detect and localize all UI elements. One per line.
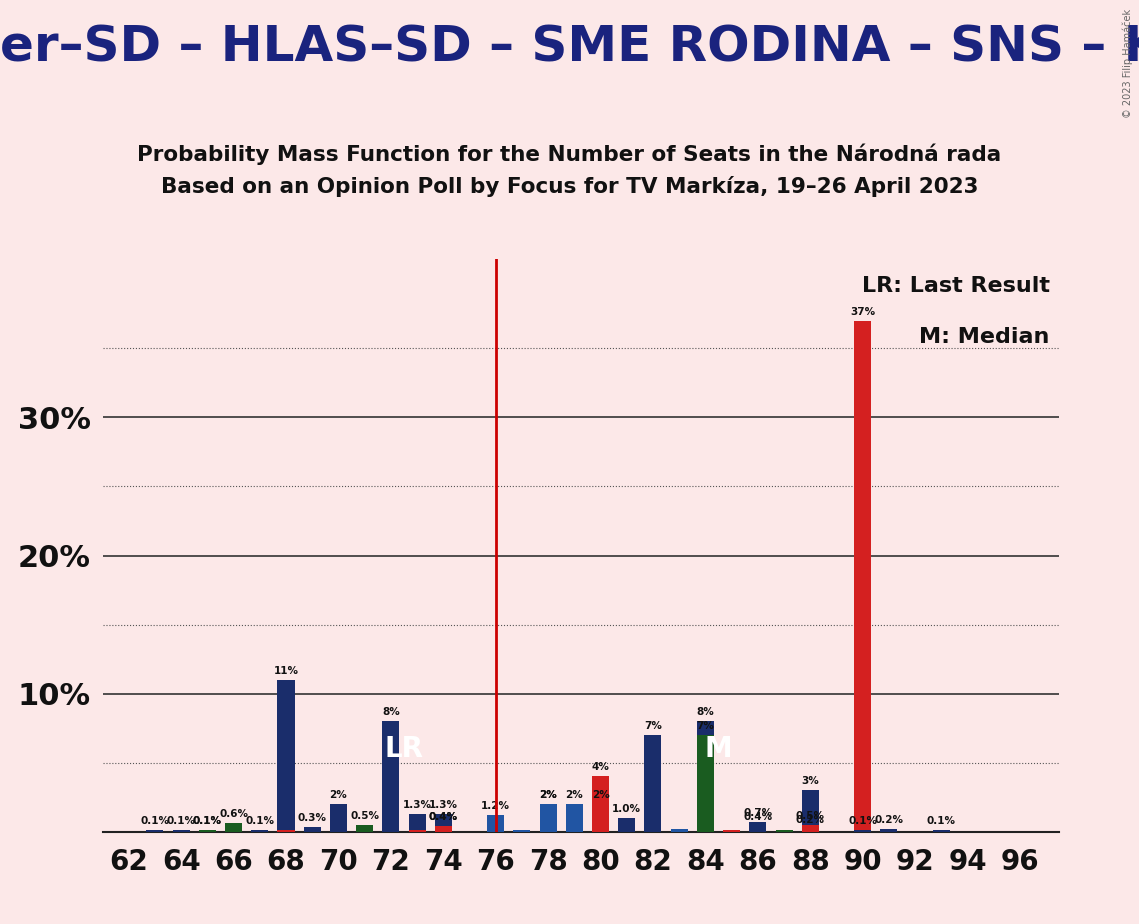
Bar bbox=[697, 735, 714, 832]
Bar bbox=[147, 831, 164, 832]
Text: 0.1%: 0.1% bbox=[927, 816, 956, 826]
Bar bbox=[383, 721, 400, 832]
Bar bbox=[357, 825, 374, 832]
Text: 2%: 2% bbox=[591, 790, 609, 800]
Text: 0.1%: 0.1% bbox=[849, 816, 877, 826]
Text: 7%: 7% bbox=[644, 721, 662, 731]
Text: 3%: 3% bbox=[802, 776, 819, 786]
Text: 0.1%: 0.1% bbox=[245, 816, 274, 826]
Text: 1.2%: 1.2% bbox=[481, 801, 510, 811]
Text: er–SD – HLAS–SD – SME RODINA – SNS – Kotleba–ĽŠ: er–SD – HLAS–SD – SME RODINA – SNS – Kot… bbox=[0, 23, 1139, 71]
Text: 0.1%: 0.1% bbox=[166, 816, 196, 826]
Bar bbox=[409, 814, 426, 832]
Text: 11%: 11% bbox=[273, 665, 298, 675]
Bar bbox=[933, 831, 950, 832]
Text: 37%: 37% bbox=[850, 307, 875, 317]
Bar bbox=[618, 818, 636, 832]
Text: 1.3%: 1.3% bbox=[428, 799, 458, 809]
Bar bbox=[435, 814, 452, 832]
Text: 0.6%: 0.6% bbox=[219, 809, 248, 820]
Bar bbox=[802, 829, 819, 832]
Bar bbox=[199, 831, 216, 832]
Text: © 2023 Filip Hamáček: © 2023 Filip Hamáček bbox=[1123, 9, 1133, 118]
Text: 7%: 7% bbox=[696, 721, 714, 731]
Bar bbox=[749, 826, 767, 832]
Text: Probability Mass Function for the Number of Seats in the Národná rada: Probability Mass Function for the Number… bbox=[138, 143, 1001, 164]
Bar bbox=[802, 790, 819, 832]
Bar bbox=[514, 831, 531, 832]
Bar bbox=[776, 831, 793, 832]
Text: 0.1%: 0.1% bbox=[192, 816, 222, 826]
Text: 2%: 2% bbox=[539, 790, 557, 800]
Text: 8%: 8% bbox=[697, 707, 714, 717]
Text: 0.1%: 0.1% bbox=[192, 816, 222, 826]
Bar bbox=[697, 721, 714, 832]
Text: 0.4%: 0.4% bbox=[428, 812, 458, 822]
Text: M: Median: M: Median bbox=[919, 327, 1050, 347]
Bar bbox=[173, 831, 190, 832]
Text: LR: Last Result: LR: Last Result bbox=[862, 276, 1050, 296]
Bar bbox=[435, 826, 452, 832]
Text: 0.7%: 0.7% bbox=[744, 808, 772, 818]
Text: 2%: 2% bbox=[329, 790, 347, 800]
Bar bbox=[671, 829, 688, 832]
Bar bbox=[854, 831, 871, 832]
Bar bbox=[566, 804, 583, 832]
Bar bbox=[540, 804, 557, 832]
Text: 8%: 8% bbox=[382, 707, 400, 717]
Text: 0.2%: 0.2% bbox=[796, 815, 825, 825]
Bar bbox=[330, 804, 347, 832]
Bar bbox=[540, 804, 557, 832]
Bar bbox=[592, 804, 609, 832]
Bar bbox=[278, 831, 295, 832]
Bar bbox=[304, 828, 321, 832]
Bar bbox=[409, 831, 426, 832]
Text: Based on an Opinion Poll by Focus for TV Markíza, 19–26 April 2023: Based on an Opinion Poll by Focus for TV… bbox=[161, 176, 978, 197]
Text: 0.1%: 0.1% bbox=[140, 816, 170, 826]
Bar bbox=[854, 321, 871, 832]
Text: 0.4%: 0.4% bbox=[428, 812, 458, 822]
Text: 4%: 4% bbox=[591, 762, 609, 772]
Text: 1.3%: 1.3% bbox=[402, 799, 432, 809]
Text: 0.2%: 0.2% bbox=[875, 815, 903, 825]
Bar bbox=[487, 815, 505, 832]
Text: 0.3%: 0.3% bbox=[297, 813, 327, 823]
Text: LR: LR bbox=[385, 735, 424, 762]
Text: 0.5%: 0.5% bbox=[350, 810, 379, 821]
Text: 1.0%: 1.0% bbox=[613, 804, 641, 814]
Bar bbox=[749, 822, 767, 832]
Text: M: M bbox=[705, 735, 732, 762]
Bar bbox=[199, 831, 216, 832]
Bar bbox=[723, 831, 740, 832]
Bar bbox=[226, 823, 243, 832]
Text: 2%: 2% bbox=[539, 790, 557, 800]
Text: 2%: 2% bbox=[565, 790, 583, 800]
Bar bbox=[592, 776, 609, 832]
Bar bbox=[802, 825, 819, 832]
Bar bbox=[252, 831, 269, 832]
Bar bbox=[880, 829, 898, 832]
Text: 0.5%: 0.5% bbox=[796, 810, 825, 821]
Bar bbox=[435, 826, 452, 832]
Text: 0.4%: 0.4% bbox=[744, 812, 772, 822]
Bar bbox=[645, 735, 662, 832]
Bar bbox=[278, 680, 295, 832]
